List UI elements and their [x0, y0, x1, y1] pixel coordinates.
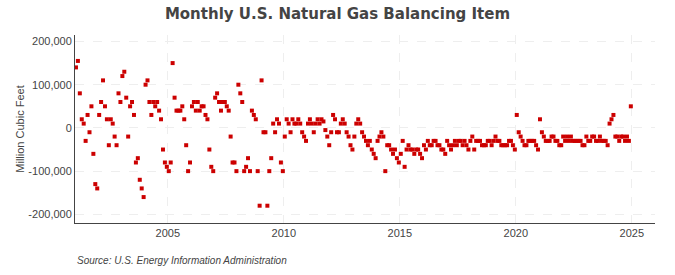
svg-text:-100,000: -100,000 — [28, 165, 71, 177]
svg-text:Monthly U.S. Natural Gas Balan: Monthly U.S. Natural Gas Balancing Item — [165, 5, 510, 23]
svg-text:Source: U.S. Energy Informatio: Source: U.S. Energy Information Administ… — [77, 255, 287, 266]
svg-text:2015: 2015 — [388, 227, 412, 239]
svg-text:-200,000: -200,000 — [28, 208, 71, 220]
svg-text:2010: 2010 — [272, 227, 296, 239]
svg-text:Million Cubic Feet: Million Cubic Feet — [14, 85, 26, 172]
svg-text:2005: 2005 — [156, 227, 180, 239]
svg-text:0: 0 — [66, 122, 72, 134]
svg-text:2025: 2025 — [620, 227, 644, 239]
svg-text:2020: 2020 — [504, 227, 528, 239]
svg-text:100,000: 100,000 — [32, 79, 72, 91]
svg-text:200,000: 200,000 — [32, 35, 72, 47]
